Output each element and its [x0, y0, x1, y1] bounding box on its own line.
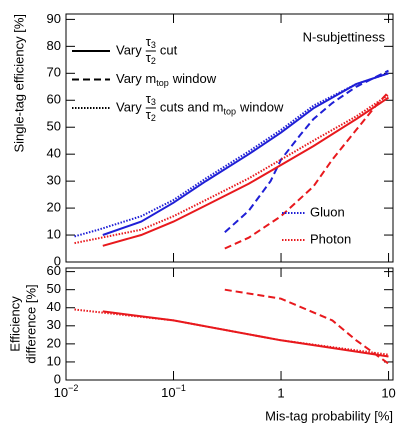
legend-text: window [239, 99, 284, 114]
legend-text: Vary m [116, 71, 156, 86]
legend-sub: top [224, 106, 237, 116]
y-tick-label: 30 [47, 317, 61, 332]
y-tick-label: 50 [47, 119, 61, 134]
y-tick-label: 90 [47, 11, 61, 26]
y-tick-label: 40 [47, 146, 61, 161]
y-tick-label: 70 [47, 65, 61, 80]
series-line [102, 96, 390, 247]
y-axis-label: Efficiency [7, 296, 22, 352]
plot-frame [65, 267, 394, 381]
legend-frac-den-sub: 2 [151, 56, 156, 66]
y-tick-label: 60 [47, 263, 61, 278]
legend-text: Photon [310, 231, 351, 246]
series-line [224, 69, 389, 234]
y-tick-label: 50 [47, 281, 61, 296]
x-tick-base: 10 [161, 385, 175, 400]
legend-frac-num: τ3 [146, 91, 156, 107]
legend-text: Gluon [310, 204, 345, 219]
x-axis-label: Mis-tag probability [%] [265, 408, 393, 423]
y-tick-label: 30 [47, 173, 61, 188]
y-tick-label: 10 [47, 353, 61, 368]
legend-text: window [172, 71, 217, 86]
x-tick-exponent: −2 [68, 383, 78, 393]
legend-text: cut [160, 42, 178, 57]
y-tick-label: 80 [47, 38, 61, 53]
y-tick-label: 40 [47, 299, 61, 314]
annotation: N-subjettiness [303, 29, 386, 44]
plot-frame [65, 13, 394, 263]
legend-frac-num-sub: 3 [151, 40, 156, 50]
legend-frac-num: τ3 [146, 34, 156, 50]
legend-frac-num-sub: 3 [151, 97, 156, 107]
legend-text: cuts and m [160, 99, 224, 114]
series-line [74, 94, 390, 245]
x-tick-label: 10−2 [54, 383, 79, 400]
x-tick-base: 10 [54, 385, 68, 400]
y-tick-label: 10 [47, 226, 61, 241]
series-line [224, 91, 390, 250]
y-tick-label: 20 [47, 200, 61, 215]
series-line [224, 288, 390, 365]
legend-frac-den: τ2 [146, 50, 156, 66]
x-tick-exponent: −1 [176, 383, 186, 393]
legend-frac-den: τ2 [146, 107, 156, 123]
y-axis-label: difference [%] [23, 284, 38, 363]
legend-frac-num-base: τ [146, 34, 152, 49]
legend-sub: top [156, 78, 169, 88]
x-tick-label: 10−1 [161, 383, 186, 400]
legend-frac-num-base: τ [146, 91, 152, 106]
legend-frac-den-base: τ [146, 107, 152, 122]
legend-frac-den-sub: 2 [151, 113, 156, 123]
x-tick-label: 1 [277, 385, 284, 400]
y-tick-label: 20 [47, 335, 61, 350]
y-tick-label: 0 [54, 371, 61, 386]
legend-text: Vary [116, 99, 142, 114]
legend-text: Vary [116, 42, 142, 57]
x-tick-label: 10 [381, 385, 395, 400]
legend-frac-den-base: τ [146, 50, 152, 65]
y-tick-label: 0 [54, 253, 61, 268]
y-tick-label: 60 [47, 92, 61, 107]
y-axis-label: Single-tag efficiency [%] [11, 14, 26, 153]
series-line [74, 308, 389, 356]
